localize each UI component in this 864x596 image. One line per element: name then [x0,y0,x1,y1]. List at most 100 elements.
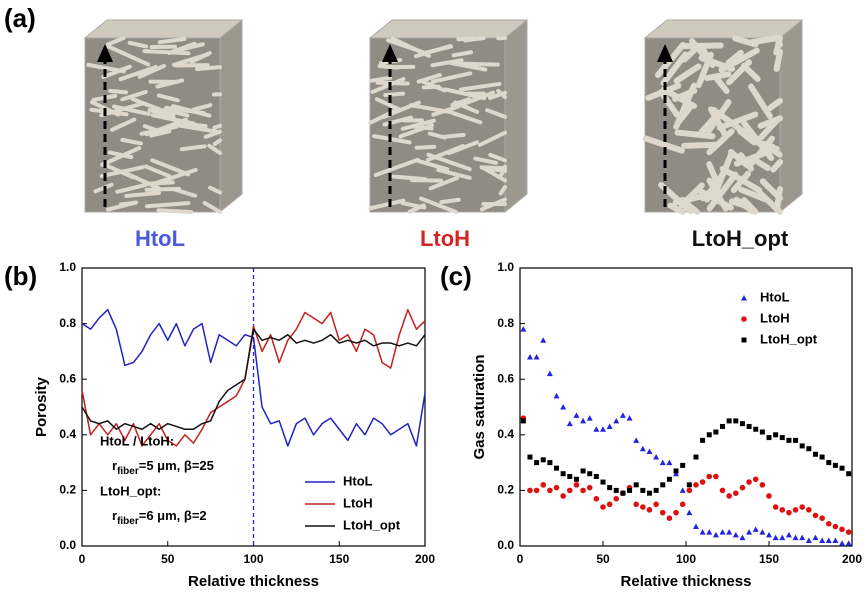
fiber [374,97,402,112]
fiber [431,104,461,117]
fiber [458,81,502,92]
data-point [547,487,553,494]
data-point [786,509,792,516]
x-tick-label: 100 [243,552,263,566]
data-point [520,326,527,332]
data-point [613,487,619,493]
data-point [739,484,746,491]
data-point [699,529,706,535]
fiber [420,79,448,93]
data-point [812,534,819,541]
fiber [425,144,466,162]
x-tick-label: 200 [415,552,435,566]
data-point [825,537,832,543]
fiber [115,182,148,194]
data-point [692,523,699,530]
fiber [480,166,507,174]
fiber [430,71,473,84]
y-axis-label: Gas saturation [471,354,488,459]
fiber [485,108,507,119]
panel-label: (b) [4,261,37,291]
fiber [451,50,474,58]
data-point [660,482,666,488]
y-tick-label: 0.4 [497,427,514,441]
data-point [759,429,765,435]
data-point [560,493,566,499]
structure-label: LtoH [420,226,470,251]
data-point [766,531,772,538]
data-point [560,471,566,477]
data-point [619,412,626,418]
panel-label: (c) [440,261,472,291]
legend-swatch [741,316,747,322]
fiber [428,176,460,191]
y-tick-label: 0.6 [59,371,76,385]
data-point [699,479,706,485]
x-tick-label: 50 [161,552,175,566]
fiber [207,143,222,155]
data-point [534,460,540,466]
data-point [680,462,686,468]
data-point [785,531,792,538]
data-point [679,501,686,508]
fiber [143,164,172,179]
box-top [83,19,244,39]
arrow-head [657,44,673,62]
data-point [673,470,680,477]
fiber [706,128,735,156]
data-point [567,487,573,494]
data-point [646,490,652,496]
data-point [593,426,600,432]
fiber [127,40,149,49]
data-point [580,468,586,474]
fiber [706,177,729,212]
data-point [799,443,805,449]
fiber [106,44,151,67]
data-point [819,515,825,521]
data-point [560,404,567,410]
data-point [693,482,699,488]
fiber [142,49,191,56]
data-point [825,520,832,527]
data-point [653,501,659,508]
fiber [678,182,705,209]
fiber [156,93,180,103]
data-point [653,487,659,493]
data-point [580,417,587,424]
fiber [101,161,135,180]
y-tick-label: 0.8 [497,316,514,330]
data-point [812,512,819,519]
annotation-subscript: fiber [117,516,139,527]
fiber [436,167,472,180]
data-point [706,529,713,535]
fiber [741,120,775,162]
fiber [748,83,773,120]
fiber [496,88,507,99]
fiber [698,112,720,136]
data-point [766,435,772,441]
data-point [567,474,573,479]
legend-swatch [741,295,747,301]
data-point [772,504,779,510]
structure-render [83,18,244,214]
data-point [752,526,759,532]
fiber [726,59,753,86]
y-tick-label: 0.0 [59,538,76,552]
data-point [766,493,772,499]
fiber [120,89,148,102]
data-point [640,504,646,510]
y-tick-label: 0.2 [497,483,514,497]
fiber [725,49,744,66]
fiber [427,131,447,140]
y-tick-label: 1.0 [497,260,514,274]
annotation: rfiber=5 μm, β=25 [112,458,214,476]
data-point [706,432,712,438]
data-point [613,417,620,424]
fiber [737,128,758,146]
data-point [533,353,540,360]
x-tick-label: 50 [596,552,610,566]
data-point [739,421,745,427]
fiber [453,61,500,67]
data-point [713,429,719,435]
fiber [756,189,783,215]
